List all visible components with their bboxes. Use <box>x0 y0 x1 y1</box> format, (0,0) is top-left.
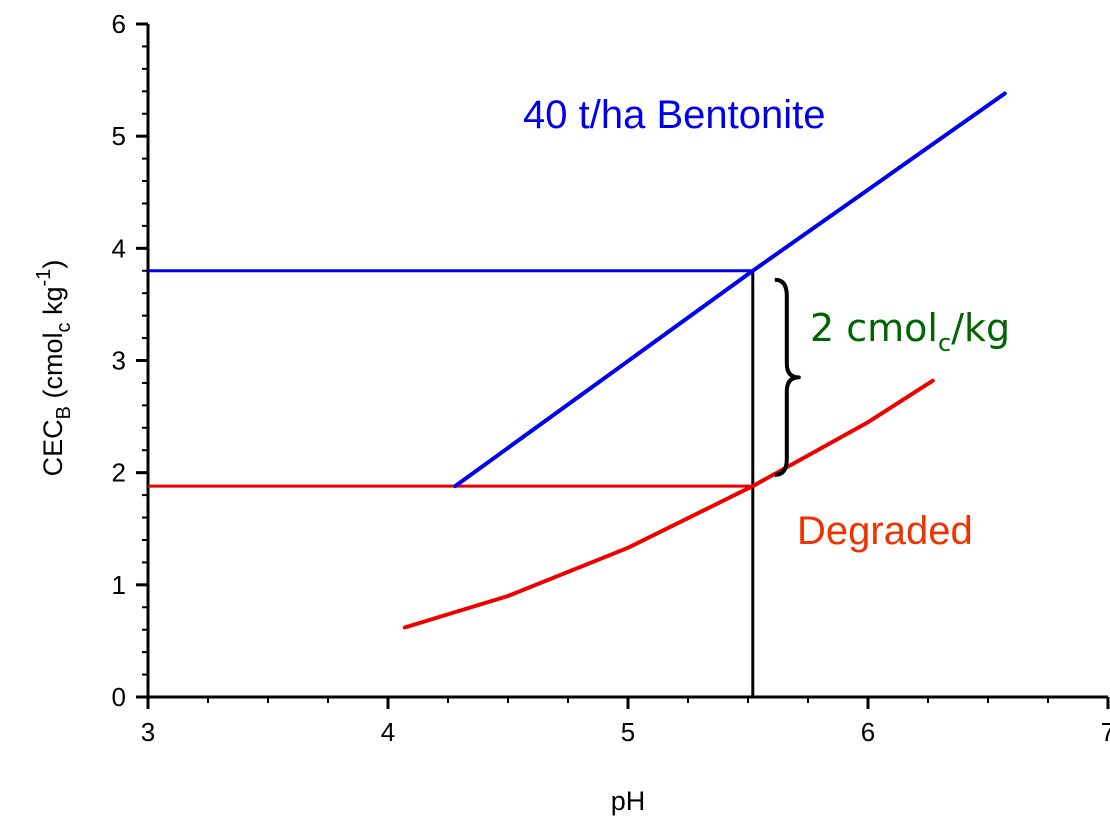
x-tick-label-3: 6 <box>861 717 875 747</box>
y-tick-label-5: 5 <box>112 121 126 151</box>
y-tick-label-1: 1 <box>112 570 126 600</box>
difference-label-sub: c <box>938 329 951 357</box>
y-tick-label-6: 6 <box>112 9 126 39</box>
y-axis-title-unit-suffix: ) <box>38 260 68 269</box>
x-tick-label-0: 3 <box>141 717 155 747</box>
degraded-label: Degraded <box>797 509 973 553</box>
y-tick-label-0: 0 <box>112 682 126 712</box>
difference-label: 2 cmolc/kg <box>810 306 1010 357</box>
x-tick-label-2: 5 <box>621 717 635 747</box>
y-axis-title-unit-mid: kg <box>38 286 68 322</box>
y-axis-title-unit-prefix: (cmol <box>38 332 68 406</box>
y-axis-title-sub: B <box>53 406 75 419</box>
y-axis-title: CECB (cmolc kg-1) <box>33 260 75 477</box>
x-axis-title: pH <box>611 786 646 816</box>
x-tick-label-1: 4 <box>381 717 395 747</box>
y-tick-label-4: 4 <box>112 233 126 263</box>
difference-brace <box>774 277 801 477</box>
difference-brace-path <box>774 277 801 477</box>
y-axis-title-main: CEC <box>38 419 68 476</box>
y-tick-label-2: 2 <box>112 458 126 488</box>
y-tick-label-3: 3 <box>112 346 126 376</box>
y-axis-title-unit-sub: c <box>53 322 75 332</box>
series-lines <box>402 91 1007 630</box>
x-tick-label-4: 7 <box>1101 717 1110 747</box>
difference-label-suffix: /kg <box>951 306 1010 350</box>
bentonite-label: 40 t/ha Bentonite <box>523 93 825 137</box>
y-axis-title-unit-sup: -1 <box>33 269 55 287</box>
series-line-1 <box>402 378 935 630</box>
axes: 3 4 5 6 7 0 1 2 3 4 5 6 <box>112 9 1110 747</box>
difference-label-prefix: 2 cmol <box>810 306 938 350</box>
series-line-0 <box>453 91 1007 489</box>
